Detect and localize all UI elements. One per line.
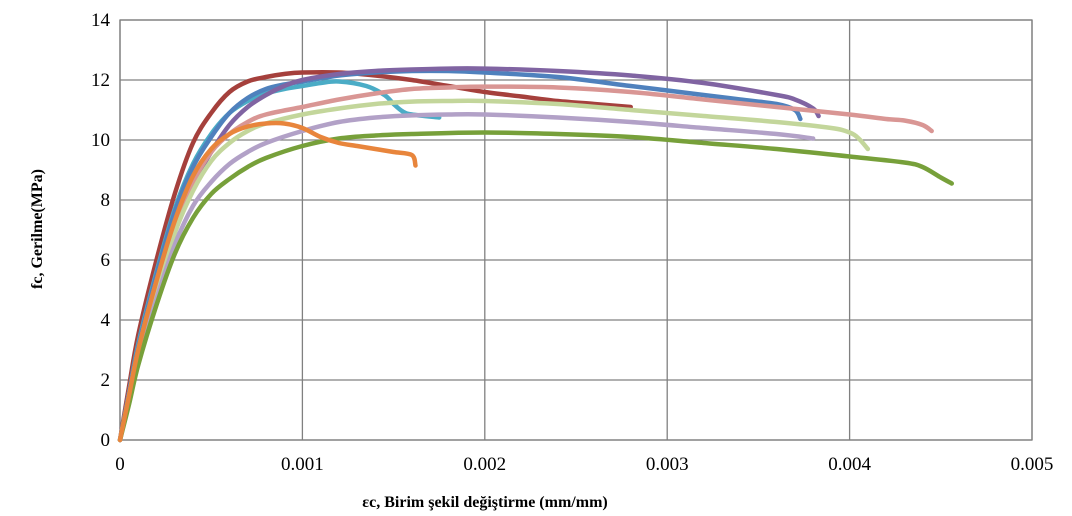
y-tick-label: 0 — [101, 430, 111, 451]
series-line-9 — [117, 120, 418, 443]
y-tick-label: 8 — [101, 190, 111, 211]
x-tick-label: 0.005 — [1011, 454, 1054, 475]
tick-labels: 0 2 4 6 8 10 12 14 0 0.001 0.002 0.003 0.004 0.005 — [91, 10, 1053, 475]
series-line-4 — [117, 66, 821, 443]
x-tick-label: 0.001 — [281, 454, 324, 475]
y-tick-label: 12 — [91, 70, 110, 91]
y-tick-label: 2 — [101, 370, 111, 391]
series-line-6 — [117, 98, 871, 443]
x-tick-label: 0.002 — [463, 454, 506, 475]
y-tick-label: 4 — [101, 310, 111, 331]
series-line-7 — [117, 111, 816, 443]
series-group — [117, 66, 954, 443]
series-line-1 — [117, 69, 633, 443]
plot-area-border — [119, 19, 1033, 441]
x-tick-label: 0 — [115, 454, 125, 475]
grid — [119, 19, 1033, 441]
x-tick-label: 0.003 — [646, 454, 689, 475]
y-axis-title: fc, Gerilme(MPa) — [29, 169, 46, 289]
x-axis-title: εc, Birim şekil değiştirme (mm/mm) — [362, 494, 607, 511]
y-tick-label: 6 — [101, 250, 111, 271]
y-tick-label: 14 — [91, 10, 111, 31]
series-line-8 — [117, 130, 954, 443]
x-tick-label: 0.004 — [828, 454, 871, 475]
y-tick-label: 10 — [91, 130, 110, 151]
